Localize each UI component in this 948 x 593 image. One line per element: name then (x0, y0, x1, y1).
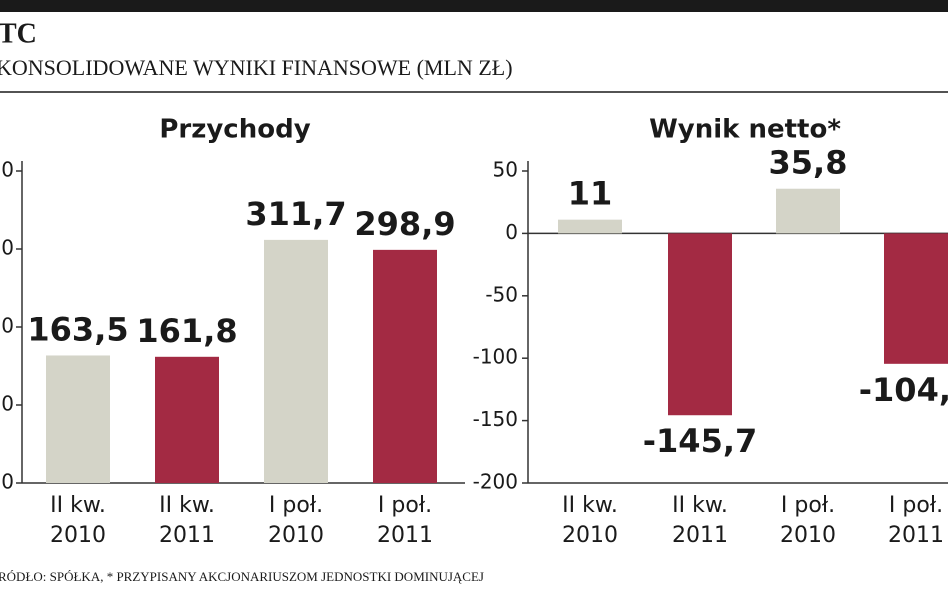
y-tick-label: 100 (0, 392, 14, 416)
value-label: -145,7 (643, 422, 758, 460)
y-tick-label: 0 (1, 470, 14, 494)
value-label: 298,9 (354, 205, 455, 243)
y-tick-label: -100 (473, 345, 518, 369)
x-tick-label: 2011 (672, 523, 728, 548)
x-tick-label: 2010 (50, 523, 106, 548)
x-tick-label: 2010 (562, 523, 618, 548)
bar (373, 249, 437, 483)
bar (668, 233, 732, 416)
value-label: 35,8 (769, 144, 848, 182)
bar (155, 356, 219, 483)
bar (264, 239, 328, 483)
y-tick-label: -200 (473, 470, 518, 494)
value-label: 163,5 (27, 310, 128, 348)
source-note: RÓDŁO: SPÓŁKA, * PRZYPISANY AKCJONARIUSZ… (0, 569, 484, 584)
x-tick-label: I poł. (889, 493, 943, 518)
x-tick-label: I poł. (781, 493, 835, 518)
y-tick-label: 0 (505, 220, 518, 244)
x-tick-label: 2011 (159, 523, 215, 548)
x-tick-label: II kw. (562, 493, 618, 518)
value-label: 11 (568, 175, 613, 213)
x-tick-label: I poł. (378, 493, 432, 518)
bar (558, 219, 622, 234)
y-tick-label: -50 (485, 282, 518, 306)
x-tick-label: 2011 (377, 523, 433, 548)
x-tick-label: 2010 (268, 523, 324, 548)
chart-title: Wynik netto* (649, 115, 841, 145)
top-bar (0, 0, 948, 12)
bar (46, 355, 110, 483)
y-tick-label: -150 (473, 407, 518, 431)
value-label: 311,7 (245, 195, 346, 233)
header-subtitle: KONSOLIDOWANE WYNIKI FINANSOWE (MLN ZŁ) (0, 55, 513, 80)
x-tick-label: II kw. (159, 493, 215, 518)
y-tick-label: 200 (0, 314, 14, 338)
x-tick-label: II kw. (672, 493, 728, 518)
bar (776, 188, 840, 234)
chart-title: Przychody (159, 115, 310, 145)
x-tick-label: I poł. (269, 493, 323, 518)
header-title: TC (0, 18, 37, 49)
y-tick-label: 300 (0, 236, 14, 260)
value-label: 161,8 (136, 312, 237, 350)
x-tick-label: 2011 (888, 523, 944, 548)
value-label: -104,5 (859, 371, 948, 409)
x-tick-label: 2010 (780, 523, 836, 548)
y-tick-label: 400 (0, 158, 14, 182)
x-tick-label: II kw. (50, 493, 106, 518)
y-tick-label: 50 (493, 158, 518, 182)
bar (884, 233, 948, 364)
